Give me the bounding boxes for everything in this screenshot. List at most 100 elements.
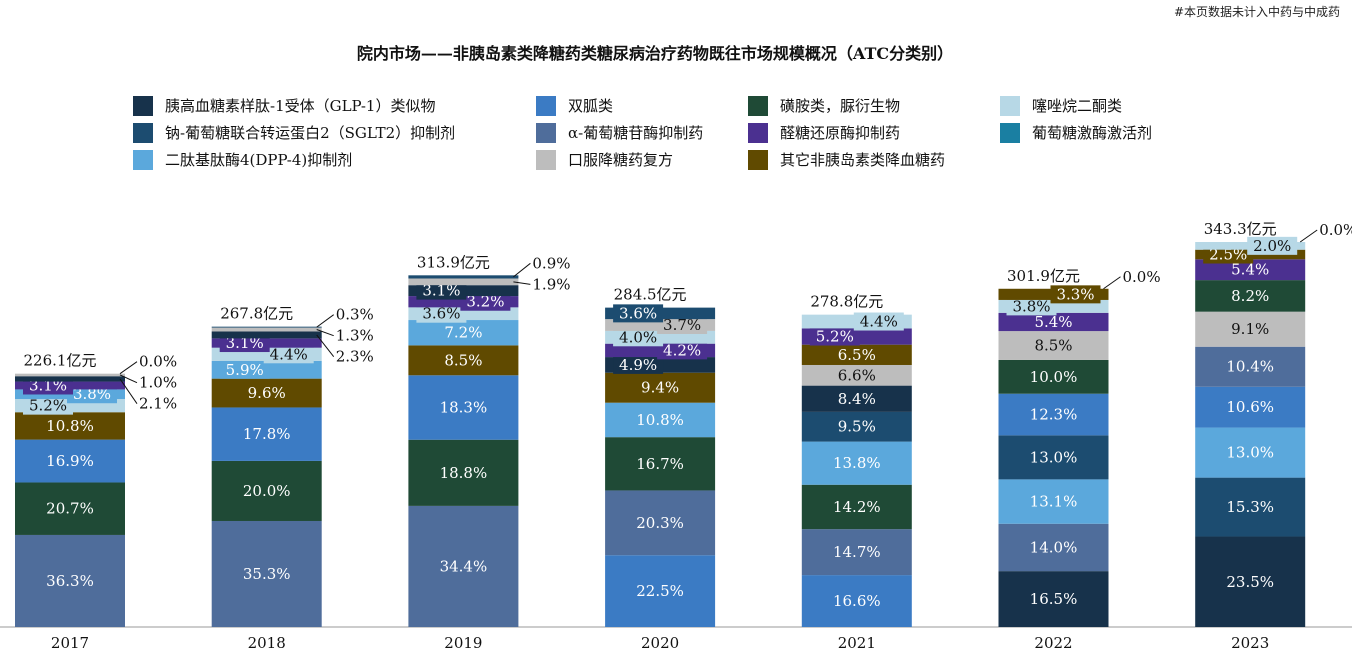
bar-segment	[15, 439, 125, 483]
data-label: 0.0%	[1319, 221, 1352, 239]
data-label-box	[657, 316, 708, 335]
data-label: 23.5%	[1226, 573, 1274, 591]
legend-swatch	[1000, 95, 1020, 116]
legend-swatch	[133, 122, 153, 143]
legend-label: 口服降糖药复方	[568, 151, 674, 169]
data-label: 5.4%	[1034, 313, 1072, 331]
data-label: 9.4%	[641, 379, 679, 397]
data-label: 10.8%	[636, 411, 684, 429]
leader-line	[119, 361, 138, 375]
data-label: 36.3%	[46, 572, 94, 590]
data-label: 14.0%	[1030, 538, 1078, 556]
data-label: 3.8%	[1012, 297, 1050, 315]
data-label: 10.6%	[1226, 398, 1274, 416]
chart-title: 院内市场——非胰岛素类降糖药类糖尿病治疗药物既往市场规模概况（ATC分类别）	[356, 44, 954, 63]
data-label: 16.7%	[636, 455, 684, 473]
bar-segment	[211, 327, 322, 332]
bar-segment	[211, 520, 322, 627]
data-label: 22.5%	[636, 582, 684, 600]
data-label-box	[1050, 285, 1101, 304]
bar-segment	[605, 490, 716, 556]
data-label-box	[219, 334, 270, 353]
total-label: 267.8亿元	[220, 305, 293, 323]
bar-segment	[998, 393, 1109, 436]
bar-segment	[1195, 477, 1306, 537]
leader-line	[316, 334, 335, 357]
data-label: 2.3%	[336, 348, 374, 366]
data-label: 4.4%	[860, 313, 898, 331]
data-label-box	[1247, 236, 1298, 255]
legend-label: 葡萄糖激酶激活剂	[1032, 124, 1153, 142]
data-label-box	[416, 304, 467, 323]
x-tick-label: 2018	[248, 634, 286, 652]
data-label: 5.2%	[816, 328, 854, 346]
data-label: 4.0%	[619, 328, 657, 346]
data-label: 9.6%	[248, 384, 286, 402]
bar-segment	[15, 412, 125, 440]
bar-segment	[998, 312, 1109, 332]
legend-swatch	[748, 95, 768, 116]
data-label: 10.8%	[46, 417, 94, 435]
bar-segment	[998, 479, 1109, 524]
data-label-box	[853, 312, 904, 331]
leader-line	[1103, 276, 1121, 290]
x-tick-label: 2020	[641, 634, 679, 652]
data-label-box	[613, 304, 664, 323]
total-label: 226.1亿元	[24, 352, 97, 370]
legend-swatch	[536, 95, 556, 116]
legend-label: 磺胺类，脲衍生物	[780, 97, 901, 115]
bar-segment	[1195, 536, 1306, 627]
legend-item: 胰高血糖素样肽-1受体（GLP-1）类似物	[133, 95, 435, 116]
data-label: 13.0%	[1030, 448, 1078, 466]
bar-segment	[801, 385, 912, 412]
x-tick-label: 2019	[444, 634, 482, 652]
data-label-box	[416, 281, 467, 300]
data-label: 18.8%	[440, 464, 488, 482]
bar-segment	[998, 359, 1109, 394]
data-label: 7.2%	[444, 324, 482, 342]
data-label: 3.7%	[663, 316, 701, 334]
legend-item: 其它非胰岛素类降血糖药	[748, 149, 945, 170]
bar-segment	[15, 376, 125, 382]
legend-label: 其它非胰岛素类降血糖药	[780, 151, 946, 169]
data-label: 9.5%	[838, 418, 876, 436]
data-label: 20.3%	[636, 514, 684, 532]
data-label: 6.5%	[838, 346, 876, 364]
x-tick-label: 2021	[838, 634, 876, 652]
total-label: 343.3亿元	[1204, 220, 1277, 238]
data-label: 14.2%	[833, 498, 881, 516]
legend-item: 双胍类	[536, 95, 613, 116]
bar-segment	[211, 326, 322, 328]
bar-segment	[605, 372, 716, 403]
data-label-box	[460, 292, 511, 311]
bar-segment	[408, 275, 519, 279]
data-label: 10.0%	[1030, 368, 1078, 386]
data-label: 10.4%	[1226, 358, 1274, 376]
data-label: 4.2%	[663, 341, 701, 359]
bar-segment	[801, 344, 912, 365]
legend-label: 双胍类	[568, 97, 614, 115]
data-label: 13.1%	[1030, 493, 1078, 511]
bar-segment	[801, 411, 912, 442]
data-label-box	[23, 396, 73, 415]
data-label: 3.6%	[422, 305, 460, 323]
data-label: 1.0%	[139, 374, 177, 392]
bar-segment	[605, 555, 716, 627]
bar-segment	[408, 439, 519, 506]
bar-segment	[605, 402, 716, 438]
total-label: 284.5亿元	[614, 286, 687, 304]
legend-label: 二肽基肽酶4(DPP-4)抑制剂	[165, 151, 353, 169]
data-label: 8.5%	[444, 351, 482, 369]
data-label: 8.2%	[1231, 287, 1269, 305]
bar-segment	[998, 331, 1109, 360]
leader-line	[1299, 229, 1318, 243]
bar-segment	[211, 407, 322, 461]
bar-segment	[801, 529, 912, 576]
footnote: #本页数据未计入中药与中成药	[1173, 5, 1340, 19]
bar-segment	[211, 460, 322, 521]
data-label: 4.9%	[619, 356, 657, 374]
legend-item: 钠-葡萄糖联合转运蛋白2（SGLT2）抑制剂	[133, 122, 455, 143]
data-label: 5.4%	[1231, 261, 1269, 279]
legend-label: 钠-葡萄糖联合转运蛋白2（SGLT2）抑制剂	[165, 124, 456, 142]
bar-segment	[801, 575, 912, 627]
